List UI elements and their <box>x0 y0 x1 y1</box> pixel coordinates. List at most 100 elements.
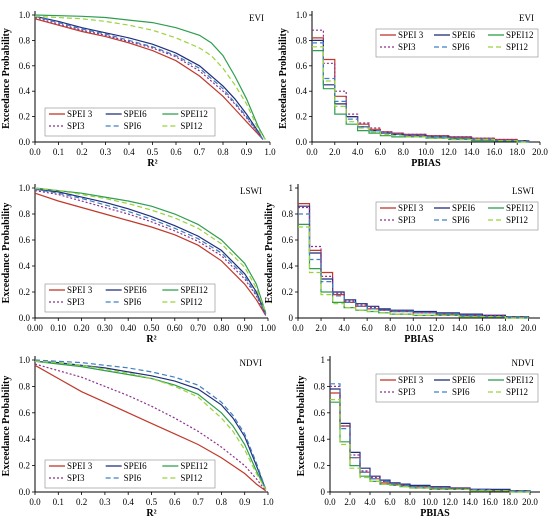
y-tick-label: 0.2 <box>19 112 30 122</box>
legend: SPEI 3 SPEI6 SPEI12 SPI3 SPI6 SPI12 <box>375 373 539 403</box>
x-tick-label: 0.0 <box>306 147 318 157</box>
x-tick-label: 0.0 <box>29 497 41 507</box>
x-tick-label: 0.60 <box>167 323 183 333</box>
series-line-spi3 <box>34 16 264 140</box>
legend-entry: SPEI12 <box>506 203 534 213</box>
x-tick-label: 2.0 <box>329 147 341 157</box>
legend-entry: SPEI6 <box>452 375 476 385</box>
x-tick-label: 10.0 <box>422 497 438 507</box>
y-tick-label: 0 <box>321 487 326 497</box>
legend: SPEI 3 SPEI6 SPEI12 SPI3 SPI6 SPI12 <box>375 28 539 58</box>
x-tick-label: 0.5 <box>146 497 158 507</box>
y-tick-label: 0.6 <box>282 235 294 245</box>
x-tick-label: 8.0 <box>385 323 397 333</box>
series-line-spi12 <box>298 226 529 319</box>
legend-entry: SPEI 3 <box>67 461 93 471</box>
x-tick-label: 0.40 <box>120 323 136 333</box>
x-tick-label: 0.3 <box>99 497 111 507</box>
series-line-spi6 <box>298 213 530 318</box>
x-tick-label: 0.4 <box>123 147 135 157</box>
x-tick-label: 12.0 <box>428 323 444 333</box>
x-tick-label: 1.00 <box>260 323 276 333</box>
x-tick-label: 4.0 <box>352 147 364 157</box>
x-tick-label: 10.0 <box>418 147 434 157</box>
y-tick-label: 0.4 <box>296 86 308 96</box>
x-tick-label: 1.0 <box>262 497 274 507</box>
y-tick-label: 1.0 <box>19 183 31 193</box>
x-tick-label: 0.7 <box>192 497 204 507</box>
x-tick-label: 0.6 <box>170 147 182 157</box>
legend-entry: SPI6 <box>452 42 470 52</box>
series-line-spei6 <box>34 188 267 315</box>
legend-box <box>44 283 216 313</box>
legend-entry: SPI3 <box>398 387 416 397</box>
panel-title: NDVI <box>512 358 535 368</box>
x-tick-label: 0.0 <box>29 147 41 157</box>
legend-entry: SPEI6 <box>452 203 476 213</box>
legend-entry: SPI3 <box>398 42 416 52</box>
y-axis-label: Exceedance Probability <box>1 376 12 477</box>
x-tick-label: 1.0 <box>264 147 276 157</box>
y-tick-label: 0.8 <box>296 35 308 45</box>
y-tick-label: 0.6 <box>19 235 31 245</box>
x-tick-label: 0.6 <box>169 497 181 507</box>
legend-entry: SPI12 <box>506 215 528 225</box>
chart-panel-4: 00.20.40.60.810.0 2.0 4.0 6.0 8.0 10.0 12.0 14.… <box>264 183 540 345</box>
panel-title: LSWI <box>512 186 534 196</box>
y-tick-label: 0.4 <box>282 261 294 271</box>
legend-entry: SPEI 3 <box>398 203 424 213</box>
panel-title: NDVI <box>240 358 263 368</box>
x-axis-label: R² <box>146 334 156 345</box>
y-tick-label: 0.2 <box>19 287 30 297</box>
y-tick-label: 0.0 <box>19 313 31 323</box>
series-line-spi6 <box>34 188 267 315</box>
legend: SPEI 3 SPEI6 SPEI12 SPI3 SPI6 SPI12 <box>44 283 216 313</box>
x-tick-label: 20.0 <box>521 323 537 333</box>
legend: SPEI 3 SPEI6 SPEI12 SPI3 SPI6 SPI12 <box>44 107 216 137</box>
series-line-spei12 <box>34 360 267 490</box>
x-tick-label: 0.8 <box>217 147 229 157</box>
y-tick-label: 1 <box>321 355 326 365</box>
y-tick-label: 0.8 <box>19 381 31 391</box>
legend-entry: SPEI 3 <box>398 375 424 385</box>
x-tick-label: 0.50 <box>144 323 160 333</box>
series-line-spi12 <box>312 46 529 143</box>
legend-box <box>44 459 216 489</box>
y-axis-label: Exceedance Probability <box>296 376 307 477</box>
y-tick-label: 0.6 <box>19 408 31 418</box>
y-axis-label: Exceedance Probability <box>1 28 12 129</box>
series-line-spei12 <box>330 401 530 493</box>
series-line-spi6 <box>330 383 531 492</box>
x-tick-label: 8.0 <box>404 497 416 507</box>
x-axis-label: R² <box>147 158 157 169</box>
x-tick-label: 6.0 <box>384 497 396 507</box>
x-tick-label: 0.00 <box>27 323 43 333</box>
x-axis-label: PBIAS <box>404 334 434 345</box>
x-tick-label: 16.0 <box>475 323 491 333</box>
series-line-spei12 <box>34 14 266 140</box>
x-tick-label: 0.90 <box>237 323 253 333</box>
legend-entry: SPI6 <box>124 473 142 483</box>
x-tick-label: 20.0 <box>522 497 538 507</box>
y-tick-label: 1.0 <box>19 355 31 365</box>
x-tick-label: 18.0 <box>502 497 518 507</box>
x-tick-label: 12.0 <box>441 147 457 157</box>
y-tick-label: 0.8 <box>19 35 31 45</box>
x-tick-label: 0.80 <box>214 323 230 333</box>
legend-entry: SPEI12 <box>180 109 208 119</box>
y-tick-label: 1 <box>289 183 294 193</box>
legend-entry: SPEI6 <box>452 30 476 40</box>
x-tick-label: 10.0 <box>405 323 421 333</box>
x-axis-label: R² <box>146 508 156 518</box>
x-tick-label: 0.5 <box>147 147 159 157</box>
x-tick-label: 0.2 <box>76 147 87 157</box>
series-line-spi6 <box>34 359 267 490</box>
legend-entry: SPI12 <box>180 473 202 483</box>
y-tick-label: 1.0 <box>19 10 31 20</box>
x-tick-label: 0.9 <box>239 497 251 507</box>
x-tick-label: 18.0 <box>498 323 514 333</box>
chart-panel-2: 0.0 0.2 0.4 0.6 0.8 1.0 0.0 2.0 4.0 6.0 8.0 10.0 12.… <box>278 10 548 169</box>
series-line-spi3 <box>34 363 267 492</box>
legend-entry: SPI3 <box>67 473 85 483</box>
legend-entry: SPI3 <box>67 297 85 307</box>
